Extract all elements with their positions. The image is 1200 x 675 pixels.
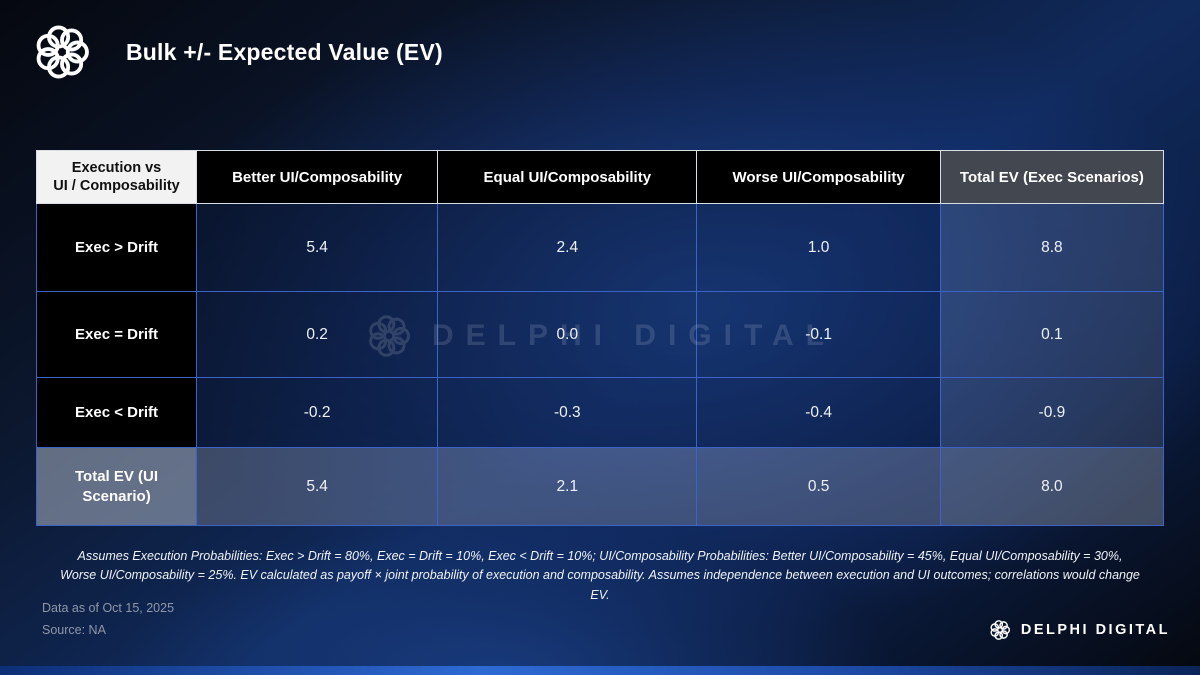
table-cell-total: 8.8 <box>939 203 1165 292</box>
table-cell: 0.2 <box>196 291 439 378</box>
table-row: Exec < Drift -0.2 -0.3 -0.4 -0.9 <box>35 377 1165 448</box>
footer-logo-icon <box>988 618 1012 642</box>
footer-brand: DELPHI DIGITAL <box>988 618 1170 642</box>
table-row: Exec = Drift 0.2 0.0 -0.1 0.1 <box>35 291 1165 378</box>
table-cell-total: 8.0 <box>939 447 1165 526</box>
delphi-logo-icon <box>30 20 94 84</box>
table-cell: 0.5 <box>696 447 941 526</box>
table-cell: 2.1 <box>437 447 698 526</box>
row-label-total: Total EV (UI Scenario) <box>35 447 198 526</box>
table-cell: 5.4 <box>196 447 439 526</box>
header-corner: Execution vs UI / Composability <box>35 150 198 204</box>
ev-table: Execution vs UI / Composability Better U… <box>35 150 1165 526</box>
table-row-total: Total EV (UI Scenario) 5.4 2.1 0.5 8.0 <box>35 447 1165 526</box>
top-bar: Bulk +/- Expected Value (EV) <box>30 20 443 84</box>
table-cell-total: 0.1 <box>939 291 1165 378</box>
table-cell: 0.0 <box>437 291 698 378</box>
header-equal-ui: Equal UI/Composability <box>437 150 698 204</box>
header-total-ev: Total EV (Exec Scenarios) <box>939 150 1165 204</box>
ev-table-grid: Execution vs UI / Composability Better U… <box>35 150 1165 526</box>
table-cell-total: -0.9 <box>939 377 1165 448</box>
source-label: Source: NA <box>42 622 106 637</box>
footer-meta: Data as of Oct 15, 2025 Source: NA <box>42 598 174 642</box>
header-worse-ui: Worse UI/Composability <box>696 150 941 204</box>
footer-brand-text: DELPHI DIGITAL <box>1020 622 1170 638</box>
table-cell: -0.3 <box>437 377 698 448</box>
table-cell: 2.4 <box>437 203 698 292</box>
table-row: Exec > Drift 5.4 2.4 1.0 8.8 <box>35 203 1165 292</box>
row-label: Exec > Drift <box>35 203 198 292</box>
bottom-accent-bar <box>0 666 1200 675</box>
header-better-ui: Better UI/Composability <box>196 150 439 204</box>
row-label: Exec < Drift <box>35 377 198 448</box>
footnote: Assumes Execution Probabilities: Exec > … <box>60 549 1140 602</box>
table-header-row: Execution vs UI / Composability Better U… <box>35 150 1165 204</box>
data-as-of-label: Data as of Oct 15, 2025 <box>42 601 175 615</box>
table-cell: 5.4 <box>196 203 439 292</box>
page-title: Bulk +/- Expected Value (EV) <box>126 38 443 65</box>
table-cell: -0.1 <box>696 291 941 378</box>
row-label: Exec = Drift <box>35 291 198 378</box>
table-cell: 1.0 <box>696 203 941 292</box>
table-cell: -0.2 <box>196 377 439 448</box>
table-cell: -0.4 <box>696 377 941 448</box>
